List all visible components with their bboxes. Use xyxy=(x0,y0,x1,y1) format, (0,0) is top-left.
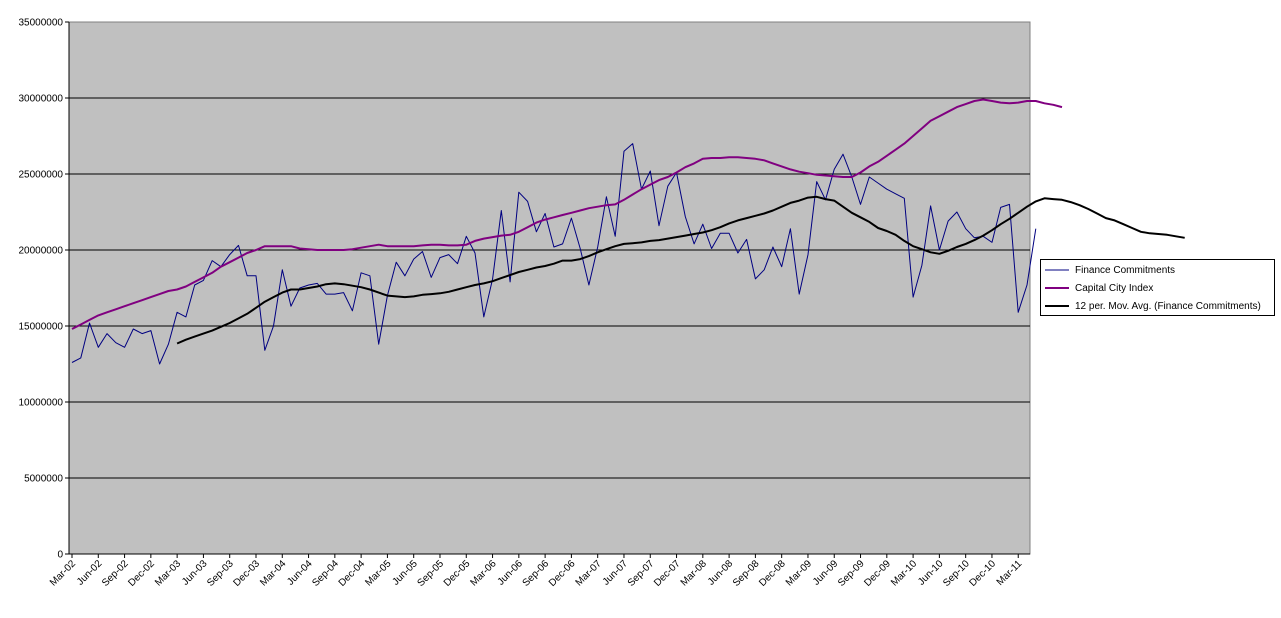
legend-label: 12 per. Mov. Avg. (Finance Commitments) xyxy=(1075,300,1261,312)
x-tick-label: Sep-09 xyxy=(836,558,867,589)
x-tick-label: Jun-03 xyxy=(180,558,210,588)
legend-item-moving-average: 12 per. Mov. Avg. (Finance Commitments) xyxy=(1045,298,1261,314)
x-tick-label: Sep-02 xyxy=(100,558,131,589)
y-tick-label: 0 xyxy=(57,550,63,561)
y-tick-labels: 0 5000000 10000000 15000000 20000000 25000000… xyxy=(19,18,69,561)
legend: Finance Commitments Capital City Index 1… xyxy=(1040,259,1275,316)
x-tick-label: Jun-07 xyxy=(601,558,631,588)
y-tick-label: 5000000 xyxy=(24,474,63,485)
x-tick-label: Sep-04 xyxy=(310,558,341,589)
x-tick-label: Jun-08 xyxy=(706,558,736,588)
x-tick-label: Dec-10 xyxy=(967,558,998,589)
x-tick-label: Dec-09 xyxy=(862,558,893,589)
x-tick-label: Mar-09 xyxy=(784,558,814,588)
x-tick-label: Jun-09 xyxy=(811,558,841,588)
x-tick-labels: Mar-02Jun-02Sep-02Dec-02Mar-03Jun-03Sep-… xyxy=(48,554,1025,589)
x-tick-label: Dec-05 xyxy=(442,558,473,589)
grid-lines xyxy=(69,97,1030,479)
y-tick-label: 30000000 xyxy=(19,94,64,105)
x-tick-label: Jun-05 xyxy=(390,558,420,588)
series-line-1 xyxy=(71,98,1063,330)
x-tick-label: Sep-05 xyxy=(416,558,447,589)
x-tick-label: Sep-08 xyxy=(731,558,762,589)
x-tick-label: Sep-10 xyxy=(941,558,972,589)
x-tick-label: Mar-03 xyxy=(153,558,183,588)
series-line-2 xyxy=(176,195,1185,345)
x-tick-label: Dec-02 xyxy=(126,558,157,589)
legend-item-finance-commitments: Finance Commitments xyxy=(1045,262,1175,278)
y-tick-label: 35000000 xyxy=(19,18,64,29)
x-tick-label: Sep-07 xyxy=(626,558,657,589)
legend-label: Finance Commitments xyxy=(1075,264,1176,276)
x-tick-label: Dec-03 xyxy=(232,558,263,589)
x-tick-label: Jun-10 xyxy=(916,558,946,588)
y-tick-label: 10000000 xyxy=(19,398,64,409)
x-tick-label: Dec-06 xyxy=(547,558,578,589)
legend-swatch-finance-commitments xyxy=(1045,269,1069,271)
x-tick-label: Dec-08 xyxy=(757,558,788,589)
x-tick-label: Sep-06 xyxy=(521,558,552,589)
x-tick-label: Mar-07 xyxy=(574,558,604,588)
x-tick-label: Dec-07 xyxy=(652,558,683,589)
legend-item-capital-city-index: Capital City Index xyxy=(1045,280,1153,296)
legend-swatch-capital-city-index xyxy=(1045,287,1069,289)
x-tick-label: Jun-02 xyxy=(75,558,105,588)
x-tick-label: Mar-11 xyxy=(995,558,1025,588)
series-line-0 xyxy=(71,143,1037,365)
x-tick-label: Dec-04 xyxy=(337,558,368,589)
axes xyxy=(68,22,1030,555)
x-tick-label: Jun-06 xyxy=(496,558,526,588)
x-tick-label: Mar-06 xyxy=(468,558,498,588)
y-tick-label: 15000000 xyxy=(19,322,64,333)
x-tick-label: Mar-02 xyxy=(48,558,78,588)
y-tick-label: 20000000 xyxy=(19,246,64,257)
series-lines xyxy=(71,98,1185,365)
x-tick-label: Jun-04 xyxy=(285,558,315,588)
plot-area xyxy=(68,21,1031,555)
x-tick-label: Mar-05 xyxy=(363,558,393,588)
x-tick-label: Sep-03 xyxy=(205,558,236,589)
x-tick-label: Mar-04 xyxy=(258,558,288,588)
x-tick-label: Mar-10 xyxy=(889,558,919,588)
legend-label: Capital City Index xyxy=(1075,282,1154,294)
x-tick-label: Mar-08 xyxy=(679,558,709,588)
legend-swatch-moving-average xyxy=(1045,305,1069,307)
y-tick-label: 25000000 xyxy=(19,170,64,181)
